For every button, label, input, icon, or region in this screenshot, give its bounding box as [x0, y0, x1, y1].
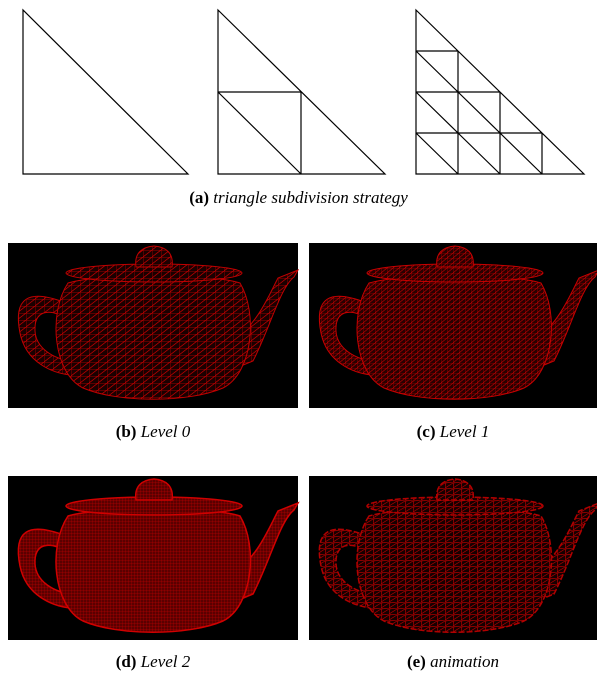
teapot-level-0 [8, 243, 298, 408]
caption-text: triangle subdivision strategy [213, 188, 408, 207]
caption-label: (b) [116, 422, 137, 441]
caption-text: Level 1 [440, 422, 490, 441]
caption-text: Level 0 [141, 422, 191, 441]
caption-text: animation [430, 652, 499, 671]
caption: (b) Level 0 [8, 422, 298, 442]
caption: (e) animation [309, 652, 597, 672]
figure [0, 0, 597, 675]
teapot-animation [309, 476, 597, 640]
teapot-level-1 [309, 243, 597, 408]
caption: (d) Level 2 [8, 652, 298, 672]
caption-text: Level 2 [141, 652, 191, 671]
caption: (a) triangle subdivision strategy [0, 188, 597, 208]
caption-label: (c) [417, 422, 436, 441]
page: (a) triangle subdivision strategy (b) Le… [0, 0, 597, 675]
triangle-diagram [23, 10, 584, 174]
teapot-level-2 [8, 476, 298, 640]
caption-label: (e) [407, 652, 426, 671]
caption-label: (a) [189, 188, 209, 207]
caption: (c) Level 1 [309, 422, 597, 442]
caption-label: (d) [116, 652, 137, 671]
